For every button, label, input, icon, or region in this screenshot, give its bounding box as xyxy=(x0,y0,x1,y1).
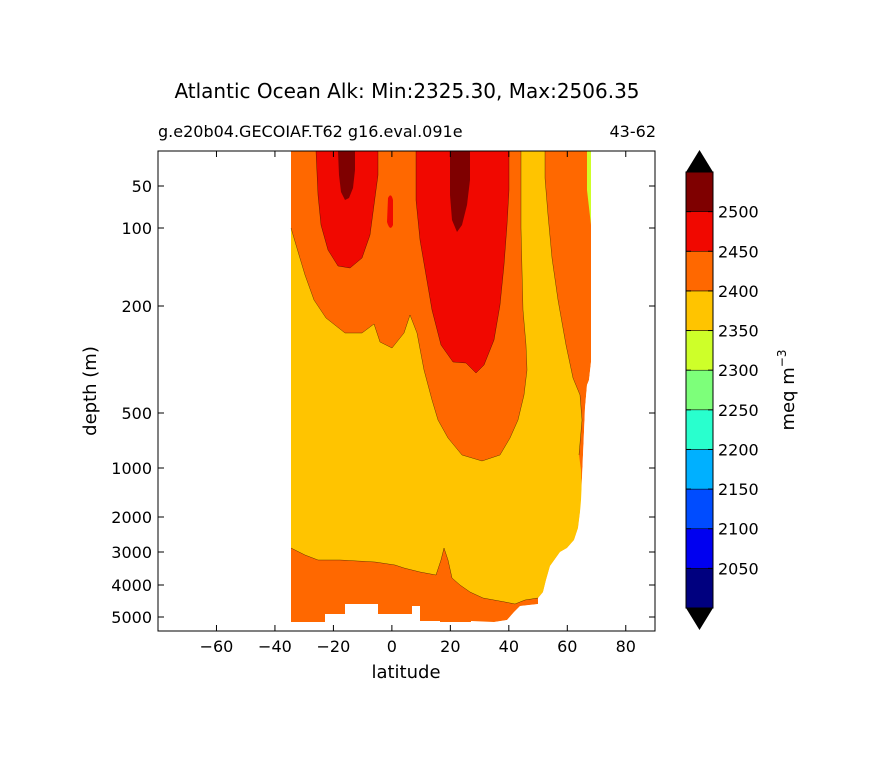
colorbar-segment xyxy=(685,409,714,450)
colorbar-tick-label: 2050 xyxy=(718,559,759,578)
contour-line-2400-deep xyxy=(290,547,539,605)
chart-subtitle-right: 43-62 xyxy=(610,122,657,141)
colorbar-tick-label: 2500 xyxy=(718,203,759,222)
colorbar-frame xyxy=(685,171,714,609)
colorbar-segment xyxy=(685,211,714,252)
colorbar-segment xyxy=(685,568,714,609)
x-tick-label: 20 xyxy=(440,637,460,656)
x-tick-label: 40 xyxy=(499,637,519,656)
colorbar-segment xyxy=(685,528,714,569)
y-tick-label: 50 xyxy=(132,177,152,196)
colorbar-segment xyxy=(685,449,714,490)
colorbar-label-unit: meq m xyxy=(778,367,799,430)
contour-line-2450-c xyxy=(415,151,510,374)
chart-title: Atlantic Ocean Alk: Min:2325.30, Max:250… xyxy=(174,79,639,103)
chart-subtitle-left: g.e20b04.GECOIAF.T62 g16.eval.091e xyxy=(158,122,463,141)
contour-band-2500-2550-a xyxy=(338,151,355,200)
contour-band-2450-2500-c xyxy=(416,151,509,373)
y-tick-label: 1000 xyxy=(111,459,152,478)
colorbar-segment xyxy=(685,330,714,371)
contour-line-2400 xyxy=(290,151,528,462)
contour-line-2400-east xyxy=(544,151,583,456)
colorbar-extend-top xyxy=(686,150,713,172)
x-tick-label: −60 xyxy=(200,637,234,656)
x-axis: −60 −40 −20 0 20 40 60 80 xyxy=(200,151,636,656)
colorbar-tick-label: 2200 xyxy=(718,440,759,459)
colorbar-segment xyxy=(685,251,714,292)
contour-band-2400-2450-deep xyxy=(291,548,543,622)
x-tick-label: 60 xyxy=(557,637,577,656)
y-axis-label: depth (m) xyxy=(80,346,101,436)
contour-band-2350-2400 xyxy=(291,151,582,604)
colorbar-tick-label: 2350 xyxy=(718,322,759,341)
contour-band-2450-2500-a xyxy=(316,151,378,268)
colorbar-tick-label: 2400 xyxy=(718,282,759,301)
colorbar-extend-bottom xyxy=(686,608,713,630)
colorbar-segment xyxy=(685,369,714,411)
colorbar-tick-label: 2450 xyxy=(718,242,759,261)
y-tick-label: 100 xyxy=(121,219,152,238)
y-tick-label: 3000 xyxy=(111,543,152,562)
colorbar-segment xyxy=(685,290,714,331)
x-tick-label: −20 xyxy=(317,637,351,656)
contour-band-2500-2550-b xyxy=(450,151,470,232)
y-tick-label: 4000 xyxy=(111,576,152,595)
y-tick-label: 2000 xyxy=(111,508,152,527)
y-tick-label: 5000 xyxy=(111,608,152,627)
colorbar: 2050 2100 2150 2200 2250 2300 2350 2400 2450 2500 xyxy=(685,150,759,630)
contour-field xyxy=(290,150,655,631)
colorbar-segment xyxy=(685,488,714,529)
plot-frame xyxy=(157,150,656,632)
x-tick-label: 0 xyxy=(387,637,397,656)
x-tick-label: −40 xyxy=(258,637,292,656)
y-tick-label: 200 xyxy=(121,297,152,316)
contour-band-2300-2350 xyxy=(587,151,591,225)
colorbar-tick-label: 2100 xyxy=(718,520,759,539)
colorbar-label-exponent: −3 xyxy=(775,350,789,368)
colorbar-tick-label: 2300 xyxy=(718,361,759,380)
x-axis-label: latitude xyxy=(371,662,440,683)
y-axis: 50 100 200 500 1000 2000 3000 4000 5000 xyxy=(111,177,655,627)
colorbar-tick-label: 2150 xyxy=(718,480,759,499)
plot-area: −60 −40 −20 0 20 40 60 80 50 100 200 500 1000 2000 30… xyxy=(111,150,656,656)
bathymetry-mask xyxy=(291,151,655,631)
colorbar-tick-label: 2250 xyxy=(718,401,759,420)
contour-line-2450-a xyxy=(315,150,379,269)
colorbar-segment xyxy=(685,171,714,212)
colorbar-label: meq m−3 xyxy=(775,350,799,431)
y-tick-label: 500 xyxy=(121,404,152,423)
x-tick-label: 80 xyxy=(616,637,636,656)
contour-band-2450-2500-b xyxy=(387,195,393,228)
